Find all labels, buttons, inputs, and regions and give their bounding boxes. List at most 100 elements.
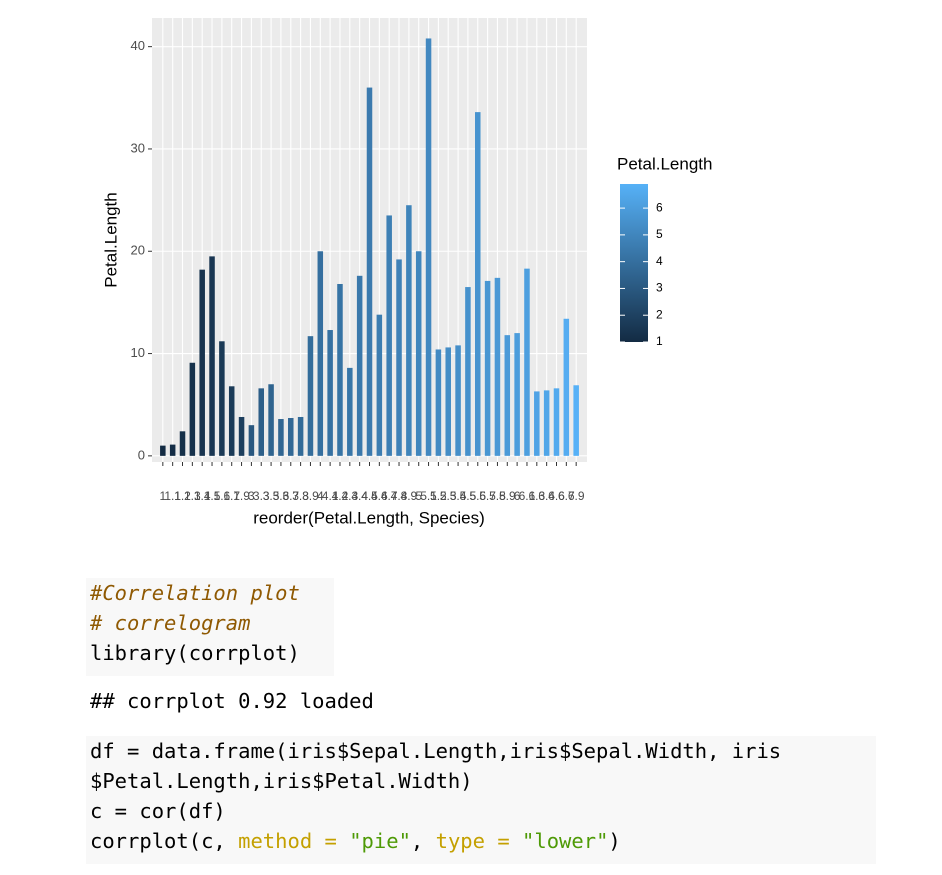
code-line: #Correlation plot xyxy=(90,578,330,608)
code-token: # correlogram xyxy=(90,611,251,635)
code-block: df = data.frame(iris$Sepal.Length,iris$S… xyxy=(86,736,876,864)
x-tick-label: 6.7 xyxy=(558,489,575,503)
code-line: $Petal.Length,iris$Petal.Width) xyxy=(90,766,872,796)
code-line: c = cor(df) xyxy=(90,796,872,826)
code-token: library(corrplot) xyxy=(90,641,300,665)
y-axis-title: Petal.Length xyxy=(101,192,120,287)
x-tick-label: 5.2 xyxy=(430,489,447,503)
bar xyxy=(297,416,304,456)
x-tick-label: 4 xyxy=(317,489,324,503)
x-tick-label: 6.6 xyxy=(548,489,565,503)
x-tick-label: 4.9 xyxy=(401,489,418,503)
x-tick-label: 3.3 xyxy=(253,489,270,503)
x-tick-label: 5.9 xyxy=(499,489,516,503)
x-tick-label: 5.1 xyxy=(420,489,437,503)
bar xyxy=(278,419,284,456)
x-tick-label: 5.8 xyxy=(489,489,506,503)
bar xyxy=(386,215,392,456)
bar xyxy=(366,87,373,456)
y-tick-label: 20 xyxy=(131,243,145,258)
code-token: = xyxy=(497,829,510,853)
x-tick-label: 5.6 xyxy=(469,489,486,503)
code-token: = xyxy=(324,829,337,853)
code-token: c = cor(df) xyxy=(90,799,226,823)
x-tick-label: 4.5 xyxy=(361,489,378,503)
code-token: method xyxy=(238,829,313,853)
code-line: df = data.frame(iris$Sepal.Length,iris$S… xyxy=(90,736,872,766)
x-tick-label: 4.1 xyxy=(322,489,339,503)
x-tick-label: 4.7 xyxy=(381,489,398,503)
x-tick-label: 6.4 xyxy=(538,489,555,503)
x-tick-label: 3.7 xyxy=(282,489,299,503)
x-tick-label: 4.4 xyxy=(351,489,368,503)
bar xyxy=(484,280,491,456)
bar xyxy=(258,388,264,456)
x-tick-label: 6.1 xyxy=(519,489,536,503)
x-tick-label: 4.6 xyxy=(371,489,388,503)
x-tick-label: 5.4 xyxy=(450,489,467,503)
x-tick-label: 5.5 xyxy=(460,489,477,503)
code-token xyxy=(312,829,324,853)
bar xyxy=(494,277,501,456)
bar xyxy=(543,390,550,456)
x-tick-label: 1.7 xyxy=(223,489,240,503)
x-tick-label: 1.2 xyxy=(174,489,191,503)
x-tick-label: 1.3 xyxy=(184,489,201,503)
x-tick-label: 4.8 xyxy=(391,489,408,503)
bar xyxy=(465,287,471,456)
bar xyxy=(573,385,579,456)
x-tick-label: 1.4 xyxy=(194,489,211,503)
code-token: , xyxy=(410,829,436,853)
bar xyxy=(445,347,451,456)
bar xyxy=(268,384,274,456)
x-tick-label: 6.3 xyxy=(528,489,545,503)
code-token: type xyxy=(435,829,485,853)
code-token xyxy=(485,829,497,853)
bar xyxy=(317,251,324,456)
x-tick-label: 3 xyxy=(248,489,255,503)
x-tick-label: 5.3 xyxy=(440,489,457,503)
legend-label: 1 xyxy=(656,334,663,348)
code-token xyxy=(510,829,522,853)
bar xyxy=(288,418,294,456)
legend-label: 2 xyxy=(656,307,663,321)
x-tick-label: 1.5 xyxy=(204,489,221,503)
y-tick-label: 30 xyxy=(131,140,145,155)
x-tick-label: 6 xyxy=(514,489,521,503)
y-tick-label: 10 xyxy=(131,345,145,360)
bar xyxy=(347,367,353,456)
x-tick-label: 1.1 xyxy=(164,489,181,503)
code-token: df = data.frame(iris$Sepal.Length,iris$S… xyxy=(90,739,782,763)
x-tick-label: 6.9 xyxy=(568,489,585,503)
code-token xyxy=(337,829,349,853)
code-block: ## corrplot 0.92 loaded xyxy=(86,686,378,716)
bar xyxy=(238,416,245,456)
bar xyxy=(179,431,186,456)
x-tick-label: 5.7 xyxy=(479,489,496,503)
x-tick-label: 3.8 xyxy=(292,489,309,503)
bar xyxy=(160,445,166,456)
legend-label: 4 xyxy=(656,254,663,268)
y-tick-label: 40 xyxy=(131,38,145,53)
bar xyxy=(327,330,333,456)
x-tick-label: 4.2 xyxy=(332,489,349,503)
bar xyxy=(189,362,196,456)
bar xyxy=(563,318,570,456)
code-token: $Petal.Length,iris$Petal.Width) xyxy=(90,769,473,793)
code-token: corrplot(c, xyxy=(90,829,239,853)
x-tick-label: 1.6 xyxy=(214,489,231,503)
code-line: corrplot(c, method = "pie", type = "lowe… xyxy=(90,826,872,856)
bar xyxy=(553,388,560,456)
code-line: ## corrplot 0.92 loaded xyxy=(90,686,374,716)
code-token: "lower" xyxy=(522,829,609,853)
code-token: #Correlation plot xyxy=(90,581,300,605)
bar xyxy=(396,259,402,456)
x-tick-label: 1 xyxy=(159,489,166,503)
x-tick-label: 3.5 xyxy=(263,489,280,503)
x-tick-label: 4.3 xyxy=(341,489,358,503)
code-token: "pie" xyxy=(349,829,411,853)
code-line: library(corrplot) xyxy=(90,638,330,668)
chart: Petal.Length reorder(Petal.Length, Speci… xyxy=(101,18,712,527)
code-token: ) xyxy=(608,829,621,853)
